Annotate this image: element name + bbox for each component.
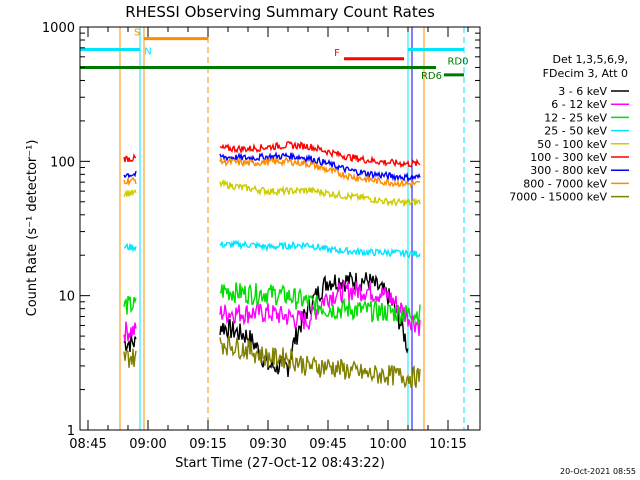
legend-label-5: 100 - 300 keV [530,151,607,164]
legend-label-6: 300 - 800 keV [530,164,607,177]
x-tick-label-0: 08:45 [69,437,106,452]
series-line-2 [123,282,421,325]
legend-label-4: 50 - 100 keV [537,138,607,151]
y-axis-label: Count Rate (s⁻¹ detector⁻¹) [25,140,40,317]
series-line-6 [123,151,421,184]
x-tick-label-2: 09:15 [189,437,226,452]
flag-label-4: RD0 [447,56,468,67]
timestamp: 20-Oct-2021 08:55 [560,467,636,476]
series-line-8 [123,335,421,389]
series-line-5 [123,141,421,169]
plot-area: SN F RD0 RD6 1 10 100 1000 08:45 09:00 09:15 09:30 0… [42,21,481,452]
y-tick-label-0: 1 [67,424,75,439]
x-tick-label-1: 09:00 [129,437,166,452]
legend-header-line-1: Det 1,3,5,6,9, [552,53,628,66]
y-tick-label-2: 100 [50,155,75,170]
chart-title: RHESSI Observing Summary Count Rates [125,3,435,21]
x-axis-label: Start Time (27-Oct-12 08:43:22) [175,456,385,471]
series-line-0 [123,271,409,377]
legend-label-0: 3 - 6 keV [558,85,607,98]
legend-label-7: 800 - 7000 keV [523,177,607,190]
legend-label-1: 6 - 12 keV [551,98,607,111]
legend-header-line-2: FDecim 3, Att 0 [543,67,628,80]
series-line-7 [123,156,421,189]
y-tick-label-1: 10 [58,290,75,305]
y-tick-label-3: 1000 [42,21,75,36]
series-line-3 [123,239,421,259]
series-line-4 [123,178,421,208]
x-tick-label-3: 09:30 [249,437,286,452]
series-line-1 [123,279,421,342]
legend-label-8: 7000 - 15000 keV [509,191,607,204]
x-tick-label-5: 10:00 [369,437,406,452]
flag-label-5: RD6 [421,71,442,82]
legend-label-3: 25 - 50 keV [544,125,607,138]
x-tick-label-6: 10:15 [429,437,466,452]
flag-label-2: F [334,48,340,59]
legend-label-2: 12 - 25 keV [544,111,607,124]
flag-label-1: N [144,46,151,57]
flag-label-0: S [134,28,140,39]
x-tick-label-4: 09:45 [309,437,346,452]
plot-frame [79,26,481,431]
